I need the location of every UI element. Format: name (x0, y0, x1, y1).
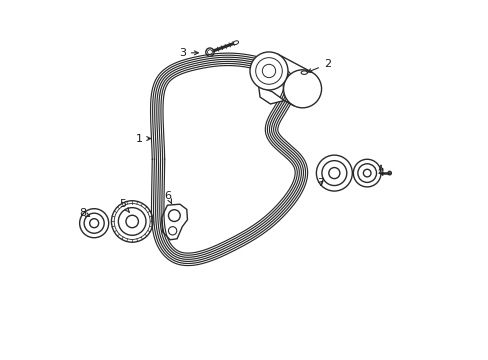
Polygon shape (161, 204, 187, 240)
Text: 8: 8 (79, 208, 89, 218)
Ellipse shape (301, 71, 307, 75)
Text: 7: 7 (316, 179, 324, 188)
Polygon shape (258, 86, 284, 104)
Circle shape (387, 171, 390, 175)
Text: 3: 3 (179, 48, 198, 58)
Ellipse shape (233, 41, 238, 45)
Ellipse shape (249, 52, 287, 90)
Text: 6: 6 (164, 190, 171, 203)
Circle shape (255, 58, 282, 84)
Ellipse shape (283, 70, 321, 108)
Circle shape (111, 201, 153, 242)
Circle shape (80, 209, 108, 238)
Text: 4: 4 (377, 165, 384, 178)
Polygon shape (150, 53, 307, 266)
Circle shape (205, 48, 214, 56)
Text: 5: 5 (119, 199, 129, 212)
Text: 1: 1 (135, 134, 150, 144)
Text: 2: 2 (307, 59, 330, 72)
